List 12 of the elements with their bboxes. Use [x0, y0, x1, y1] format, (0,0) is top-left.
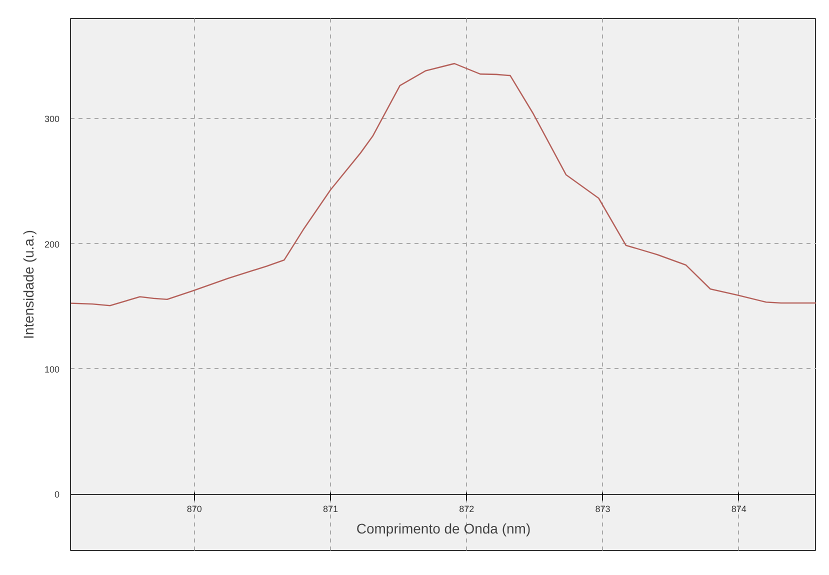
- x-tick-label: 871: [323, 504, 338, 514]
- y-tick-label: 200: [44, 239, 60, 250]
- y-tick-label: 100: [44, 364, 60, 374]
- line-series: [70, 62, 816, 306]
- x-tick-label: 874: [731, 504, 746, 514]
- y-axis-title: Intensidade (u.a.): [20, 230, 36, 339]
- x-tick-label: 870: [186, 504, 202, 514]
- x-tick-label: 873: [595, 504, 610, 514]
- x-tick-label: 872: [459, 504, 474, 514]
- y-tick-label: 300: [44, 114, 60, 124]
- y-tick-label: 0: [54, 490, 60, 500]
- x-axis-title: Comprimento de Onda (nm): [356, 520, 531, 536]
